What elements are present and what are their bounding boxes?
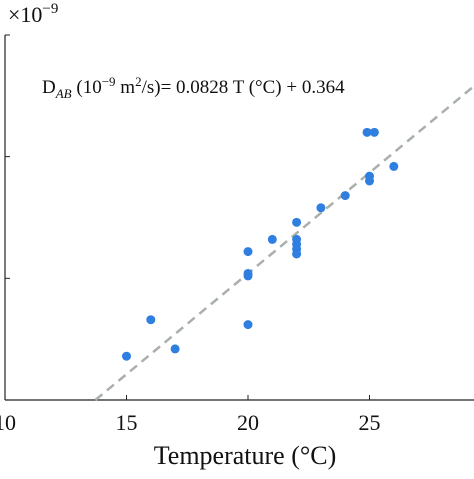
data-point xyxy=(292,249,302,259)
data-point xyxy=(267,234,277,244)
equation-part: /s)= 0.0828 T (°C) + 0.364 xyxy=(142,77,346,98)
data-point xyxy=(243,247,253,257)
equation-part: (10 xyxy=(72,77,102,98)
fit-line xyxy=(94,85,474,401)
equation-part: 2 xyxy=(135,74,142,89)
data-point xyxy=(389,161,399,171)
equation-part: −9 xyxy=(102,74,116,89)
data-point xyxy=(369,127,379,137)
equation-part: D xyxy=(42,77,56,98)
equation-part: m xyxy=(116,77,136,98)
x-tick-label: 15 xyxy=(116,410,138,435)
y-multiplier: ×10−9 xyxy=(8,1,58,27)
data-point xyxy=(146,315,156,325)
fit-equation: DAB (10−9 m2/s)= 0.0828 T (°C) + 0.364 xyxy=(42,74,345,101)
data-point xyxy=(292,217,302,227)
data-point xyxy=(243,268,253,278)
x-axis-label: Temperature (°C) xyxy=(154,441,337,470)
data-point xyxy=(365,176,375,186)
x-tick-label: 10 xyxy=(0,410,16,435)
data-point xyxy=(362,127,372,137)
x-tick-label: 25 xyxy=(359,410,381,435)
data-point xyxy=(316,203,326,213)
data-point xyxy=(243,320,253,330)
equation-part: AB xyxy=(55,86,72,101)
data-point xyxy=(340,191,350,201)
multiplier-exponent: −9 xyxy=(42,1,58,17)
multiplier-base: ×10 xyxy=(8,2,42,27)
x-tick-label: 20 xyxy=(237,410,259,435)
data-point xyxy=(170,344,180,354)
data-point xyxy=(122,351,132,361)
